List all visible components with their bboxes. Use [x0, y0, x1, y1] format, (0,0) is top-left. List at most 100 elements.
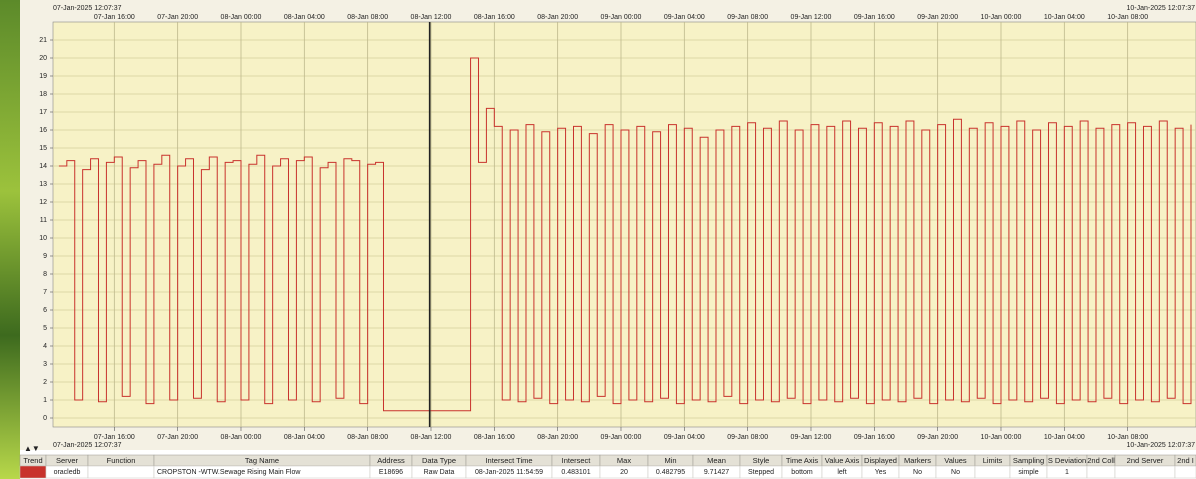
x-tick-label: 07-Jan 16:00 [94, 434, 135, 441]
x-tick-label: 09-Jan 16:00 [854, 14, 895, 21]
x-tick-label: 09-Jan 16:00 [854, 434, 895, 441]
header-label: Value Axis [825, 456, 860, 465]
table-cell [1175, 466, 1196, 478]
header-label: Time Axis [786, 456, 818, 465]
cell-text: CROPSTON -WTW.Sewage Rising Main Flow [157, 469, 301, 476]
x-tick-label: 10-Jan 04:00 [1044, 14, 1085, 21]
y-tick-label: 6 [43, 307, 47, 314]
end-time: 10-Jan-2025 12:07:37 [1127, 5, 1196, 12]
header-label: Tag Name [245, 456, 279, 465]
table-cell [88, 466, 154, 478]
cell-text: Raw Data [424, 469, 455, 476]
table-cell [975, 466, 1010, 478]
x-tick-label: 09-Jan 08:00 [727, 434, 768, 441]
cell-text: No [951, 469, 960, 476]
start-time: 07-Jan-2025 12:07:37 [53, 5, 122, 12]
header-label: Data Type [422, 456, 456, 465]
cell-text: left [837, 469, 846, 476]
cell-text: 9.71427 [704, 469, 729, 476]
cell-text: 0.483101 [561, 469, 590, 476]
y-tick-label: 9 [43, 253, 47, 260]
x-tick-label: 10-Jan 08:00 [1107, 14, 1148, 21]
header-label: Intersect [562, 456, 592, 465]
cell-text: simple [1018, 469, 1038, 476]
y-tick-label: 3 [43, 361, 47, 368]
header-label: Style [753, 456, 770, 465]
x-tick-label: 09-Jan 04:00 [664, 14, 705, 21]
cell-text: bottom [791, 469, 813, 476]
x-tick-label: 08-Jan 12:00 [411, 14, 452, 21]
table-cell [20, 466, 46, 478]
y-tick-label: 13 [39, 181, 47, 188]
x-tick-label: 10-Jan 04:00 [1044, 434, 1085, 441]
start-time: 07-Jan-2025 12:07:37 [53, 442, 122, 449]
cell-text: 1 [1065, 469, 1069, 476]
header-label: 2nd I [1177, 456, 1194, 465]
x-tick-label: 08-Jan 00:00 [221, 434, 262, 441]
trend-window: ▲▼ 012345678910111213141516171819202107-… [0, 0, 1196, 479]
y-tick-label: 10 [39, 235, 47, 242]
x-tick-label: 10-Jan 08:00 [1107, 434, 1148, 441]
header-label: Trend [23, 456, 42, 465]
x-tick-label: 08-Jan 12:00 [411, 434, 452, 441]
cell-text: 0.482795 [656, 469, 685, 476]
cell-text: oracledb [54, 469, 81, 476]
cell-text: No [913, 469, 922, 476]
y-tick-label: 12 [39, 199, 47, 206]
header-label: 2nd Coll [1087, 456, 1115, 465]
y-tick-label: 17 [39, 109, 47, 116]
y-tick-label: 7 [43, 289, 47, 296]
x-tick-label: 08-Jan 04:00 [284, 14, 325, 21]
x-tick-label: 07-Jan 16:00 [94, 14, 135, 21]
scroll-arrows[interactable]: ▲▼ [24, 444, 40, 453]
x-tick-label: 09-Jan 12:00 [791, 14, 832, 21]
x-tick-label: 09-Jan 00:00 [601, 14, 642, 21]
y-tick-label: 15 [39, 145, 47, 152]
header-label: Intersect Time [485, 456, 532, 465]
y-tick-label: 0 [43, 415, 47, 422]
header-label: Markers [904, 456, 931, 465]
header-label: Values [944, 456, 967, 465]
cell-text: 08-Jan-2025 11:54:59 [475, 469, 543, 476]
x-tick-label: 08-Jan 16:00 [474, 434, 515, 441]
x-tick-label: 07-Jan 20:00 [157, 434, 198, 441]
y-tick-label: 16 [39, 127, 47, 134]
y-tick-label: 5 [43, 325, 47, 332]
x-tick-label: 08-Jan 16:00 [474, 14, 515, 21]
x-tick-label: 08-Jan 08:00 [347, 14, 388, 21]
cell-text: E18696 [379, 469, 403, 476]
header-label: S Deviation [1048, 456, 1086, 465]
header-label: Server [56, 456, 79, 465]
y-tick-label: 4 [43, 343, 47, 350]
y-tick-label: 18 [39, 91, 47, 98]
table-cell [1115, 466, 1175, 478]
x-tick-label: 07-Jan 20:00 [157, 14, 198, 21]
header-label: Min [664, 456, 676, 465]
x-tick-label: 09-Jan 20:00 [917, 14, 958, 21]
x-tick-label: 08-Jan 08:00 [347, 434, 388, 441]
header-label: Mean [707, 456, 726, 465]
y-tick-label: 14 [39, 163, 47, 170]
header-label: Displayed [864, 456, 897, 465]
tag-table: Trend Server Function Tag Name Address Data T… [20, 455, 1196, 479]
x-tick-label: 08-Jan 04:00 [284, 434, 325, 441]
x-tick-label: 08-Jan 20:00 [537, 14, 578, 21]
y-tick-label: 20 [39, 55, 47, 62]
desktop-edge [0, 0, 20, 479]
x-tick-label: 08-Jan 00:00 [221, 14, 262, 21]
y-tick-label: 1 [43, 397, 47, 404]
cell-text: Stepped [748, 469, 774, 476]
header-label: Max [617, 456, 631, 465]
x-tick-label: 10-Jan 00:00 [981, 434, 1022, 441]
header-label: 2nd Server [1127, 456, 1164, 465]
header-label: Address [377, 456, 405, 465]
x-tick-label: 09-Jan 12:00 [791, 434, 832, 441]
header-label: Function [107, 456, 136, 465]
y-tick-label: 11 [40, 217, 47, 224]
x-tick-label: 09-Jan 00:00 [601, 434, 642, 441]
table-cell [1087, 466, 1115, 478]
x-tick-label: 09-Jan 20:00 [917, 434, 958, 441]
cell-text: 20 [620, 469, 628, 476]
y-tick-label: 2 [43, 379, 47, 386]
y-tick-label: 8 [43, 271, 47, 278]
